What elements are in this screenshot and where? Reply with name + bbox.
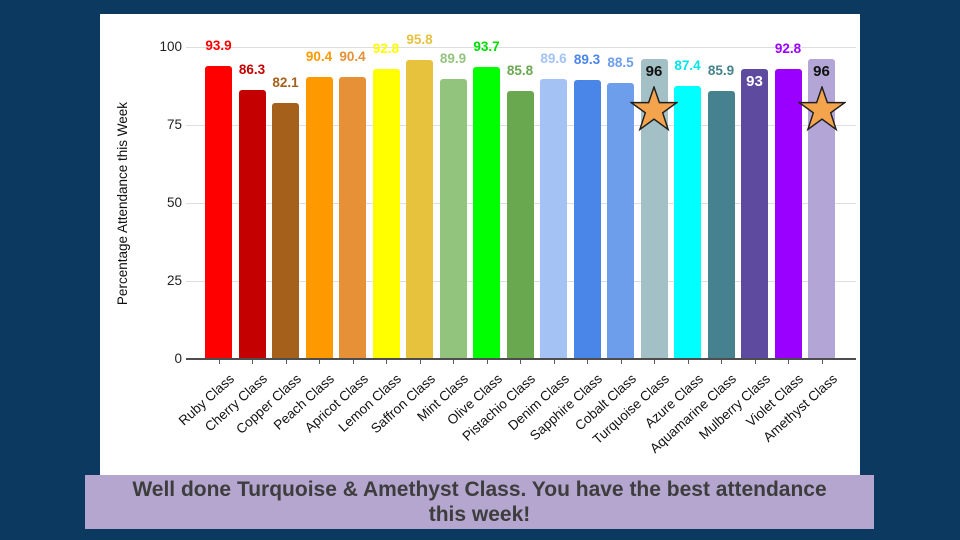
value-label-aquamarine-class: 85.9: [707, 62, 735, 78]
value-label-violet-class: 92.8: [774, 41, 802, 57]
value-label-mulberry-class: 93: [746, 72, 763, 90]
y-tick-label-100: 100: [159, 39, 182, 54]
value-label-azure-class: 87.4: [674, 58, 701, 74]
value-label-amethyst-class: 96: [813, 63, 830, 81]
value-label-mint-class: 89.9: [439, 50, 467, 66]
congratulations-banner-text: Well done Turquoise & Amethyst Class. Yo…: [132, 478, 827, 526]
star-glyph: [628, 84, 680, 132]
value-label-apricot-class: 90.4: [339, 48, 366, 64]
x-tick-mulberry-class: [754, 360, 756, 364]
value-label-peach-class: 90.4: [305, 48, 333, 64]
x-tick-copper-class: [285, 360, 287, 364]
attendance-bar-chart: 0 25 50 75 100 93.9 Ruby Class 86.3 Cherry Class…: [100, 14, 860, 526]
x-tick-mint-class: [453, 360, 454, 364]
x-axis-line: [186, 358, 856, 360]
bar-denim-class: [540, 79, 567, 359]
x-tick-amethyst-class: [821, 360, 823, 364]
x-tick-sapphire-class: [587, 360, 588, 364]
y-tick-label-0: 0: [174, 351, 182, 366]
value-label-cobalt-class: 88.5: [607, 54, 634, 70]
bar-pistachio-class: [506, 91, 534, 359]
bar-copper-class: [272, 102, 299, 359]
value-label-saffron-class: 95.8: [406, 32, 433, 48]
bar-lemon-class: [372, 69, 400, 359]
value-label-denim-class: 89.6: [540, 51, 567, 67]
bar-mint-class: [439, 78, 467, 359]
bar-azure-class: [674, 86, 701, 359]
x-tick-cobalt-class: [620, 360, 622, 364]
congratulations-banner: Well done Turquoise & Amethyst Class. Yo…: [85, 475, 874, 529]
x-tick-lemon-class: [386, 360, 387, 364]
x-tick-azure-class: [687, 360, 689, 364]
x-tick-aquamarine-class: [721, 360, 722, 364]
x-tick-cherry-class: [252, 360, 253, 364]
bar-apricot-class: [339, 76, 366, 359]
y-tick-label-75: 75: [166, 117, 182, 132]
value-label-cherry-class: 86.3: [238, 61, 266, 77]
x-tick-pistachio-class: [520, 360, 521, 364]
bar-sapphire-class: [573, 80, 601, 359]
value-label-sapphire-class: 89.3: [573, 52, 601, 68]
x-tick-peach-class: [319, 360, 320, 364]
y-tick-label-50: 50: [166, 195, 182, 210]
x-tick-turquoise-class: [654, 360, 655, 364]
value-label-ruby-class: 93.9: [205, 38, 232, 54]
bar-cobalt-class: [607, 82, 634, 359]
bar-cherry-class: [238, 89, 266, 359]
x-tick-ruby-class: [218, 360, 220, 364]
x-tick-apricot-class: [352, 360, 354, 364]
bar-peach-class: [305, 76, 333, 359]
gridline-100: [186, 47, 856, 48]
value-label-olive-class: 93.7: [473, 38, 500, 54]
bar-mulberry-class: [741, 68, 768, 359]
bar-olive-class: [473, 66, 500, 359]
star-glyph: [796, 84, 847, 132]
bar-aquamarine-class: [707, 90, 735, 359]
x-tick-olive-class: [486, 360, 488, 364]
bar-saffron-class: [406, 60, 433, 359]
value-label-pistachio-class: 85.8: [506, 63, 534, 79]
value-label-lemon-class: 92.8: [372, 41, 400, 57]
attendance-chart-panel: Percentage Attendance this Week 0 25 50 75 1…: [100, 14, 860, 526]
bar-violet-class: [774, 69, 802, 359]
star-icon: [628, 84, 680, 139]
y-tick-label-25: 25: [166, 273, 182, 288]
star-icon: [796, 84, 847, 139]
x-tick-denim-class: [553, 360, 555, 364]
value-label-turquoise-class: 96: [645, 63, 663, 81]
value-label-copper-class: 82.1: [272, 74, 299, 90]
bar-ruby-class: [205, 66, 232, 359]
x-tick-violet-class: [788, 360, 789, 364]
x-tick-saffron-class: [419, 360, 421, 364]
